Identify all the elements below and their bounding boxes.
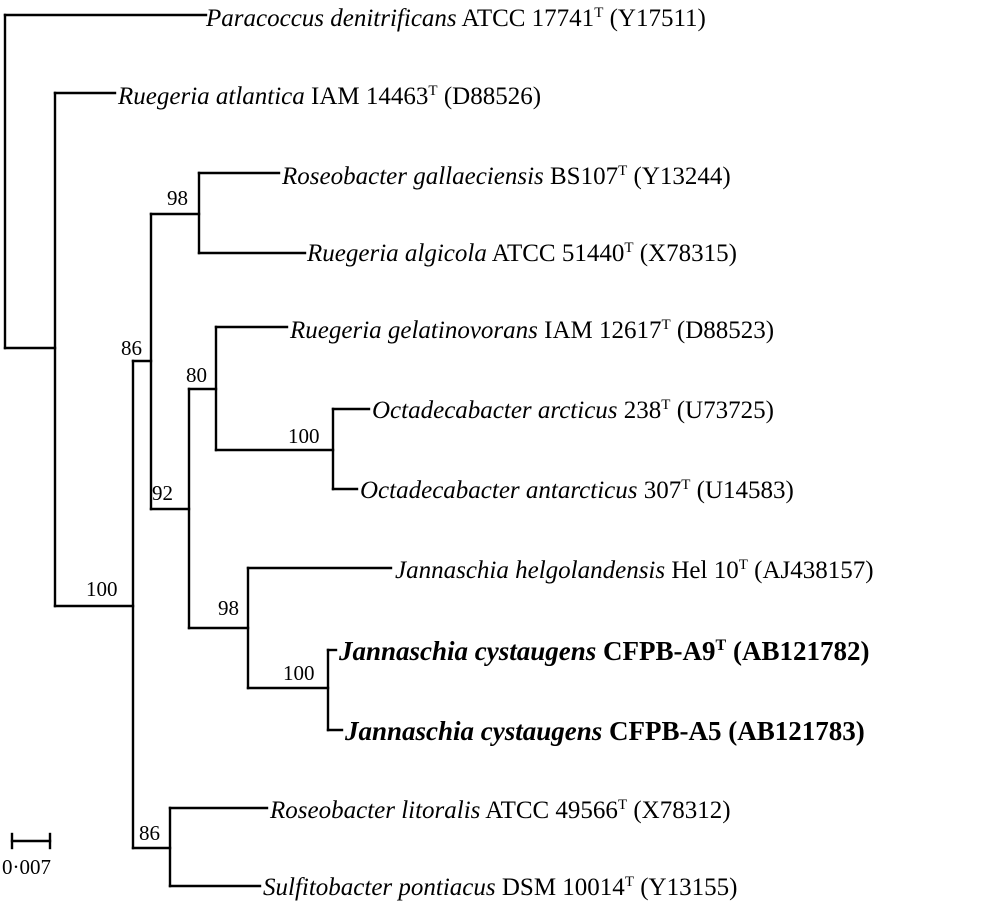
taxon-label: Jannaschia helgolandensis Hel 10T (AJ438…: [395, 557, 874, 584]
scale-bar-label: 0·007: [2, 855, 51, 879]
taxon-label: Ruegeria algicola ATCC 51440T (X78315): [306, 240, 737, 267]
taxon-label: Octadecabacter antarcticus 307T (U14583): [360, 477, 794, 504]
bootstrap-value: 86: [139, 821, 160, 845]
bootstrap-value: 100: [283, 661, 315, 685]
taxon-label: Octadecabacter arcticus 238T (U73725): [372, 397, 774, 424]
taxon-label: Roseobacter litoralis ATCC 49566T (X7831…: [269, 797, 731, 824]
bootstrap-value: 98: [167, 186, 188, 210]
taxon-labels: Paracoccus denitrificans ATCC 17741T (Y1…: [117, 5, 874, 901]
taxon-label-highlighted: Jannaschia cystaugens CFPB-A5 (AB121783): [344, 716, 865, 746]
bootstrap-values: 98 86 80 100 92 98 100 100 86: [86, 186, 320, 845]
taxon-label: Paracoccus denitrificans ATCC 17741T (Y1…: [205, 5, 706, 32]
tree-branches: [3, 13, 393, 888]
bootstrap-value: 100: [288, 424, 320, 448]
bootstrap-value: 80: [186, 363, 207, 387]
taxon-label: Ruegeria atlantica IAM 14463T (D88526): [117, 83, 541, 110]
bootstrap-value: 98: [218, 596, 239, 620]
bootstrap-value: 86: [121, 336, 142, 360]
bootstrap-value: 92: [152, 481, 173, 505]
taxon-label: Sulfitobacter pontiacus DSM 10014T (Y131…: [263, 874, 737, 901]
taxon-label-highlighted: Jannaschia cystaugens CFPB-A9T (AB121782…: [338, 636, 869, 666]
bootstrap-value: 100: [86, 577, 118, 601]
scale-bar: 0·007: [2, 832, 52, 879]
taxon-label: Roseobacter gallaeciensis BS107T (Y13244…: [281, 163, 731, 190]
taxon-label: Ruegeria gelatinovorans IAM 12617T (D885…: [289, 317, 774, 344]
